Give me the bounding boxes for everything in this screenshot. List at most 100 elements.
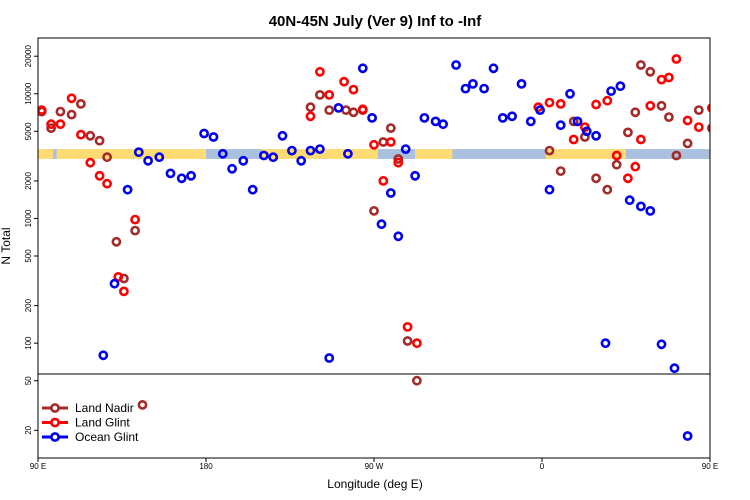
legend-label: Land Nadir bbox=[75, 401, 134, 415]
ocean-glint-point bbox=[385, 188, 396, 198]
land-nadir-point bbox=[645, 66, 656, 77]
land-nadir-point bbox=[348, 107, 359, 118]
ocean-glint-point bbox=[333, 103, 344, 113]
land-glint-point bbox=[671, 54, 682, 64]
y-tick-label: 200 bbox=[24, 298, 33, 312]
ocean-glint-point bbox=[430, 116, 441, 127]
x-tick-label: 180 bbox=[199, 462, 213, 471]
ocean-glint-point bbox=[572, 116, 583, 127]
ocean-glint-point bbox=[247, 184, 258, 195]
land-nadir-point bbox=[555, 166, 566, 176]
ocean-glint-point bbox=[624, 195, 635, 206]
land-nadir-point bbox=[707, 123, 710, 133]
ocean-glint-point bbox=[165, 168, 176, 179]
ocean-glint-point bbox=[324, 353, 335, 363]
land-glint-point bbox=[378, 175, 389, 186]
ocean-glint-point bbox=[268, 152, 279, 163]
ocean-glint-point bbox=[645, 205, 656, 216]
land-glint-point bbox=[385, 137, 396, 147]
ocean-glint-point bbox=[507, 111, 517, 122]
land-glint-point bbox=[348, 84, 359, 95]
land-band bbox=[38, 149, 53, 159]
land-glint-point bbox=[555, 99, 566, 109]
land-glint-point bbox=[602, 95, 613, 106]
land-nadir-point bbox=[636, 60, 646, 70]
ocean-glint-point bbox=[744, 352, 750, 359]
land-nadir-point bbox=[305, 102, 316, 113]
land-band bbox=[56, 149, 206, 159]
land-glint-point bbox=[393, 157, 404, 168]
land-glint-point bbox=[623, 173, 633, 184]
land-nadir-point bbox=[393, 154, 404, 164]
ocean-glint-point bbox=[357, 63, 368, 74]
land-glint-point bbox=[369, 139, 379, 150]
land-nadir-point bbox=[402, 336, 413, 346]
ocean-glint-point bbox=[656, 339, 667, 350]
land-glint-point bbox=[339, 76, 349, 87]
x-axis: 90 E 180 90 W 0 90 E bbox=[30, 458, 718, 471]
land-nadir-point bbox=[102, 152, 112, 163]
ocean-glint-point bbox=[488, 63, 499, 74]
land-glint-point bbox=[645, 100, 656, 111]
ocean-glint-point bbox=[555, 120, 566, 131]
ocean-glint-point bbox=[460, 83, 471, 94]
land-nadir-point bbox=[736, 132, 743, 139]
x-tick-label: 90 W bbox=[365, 462, 384, 471]
ocean-glint-point bbox=[497, 113, 508, 123]
y-axis-label: N Total bbox=[0, 227, 13, 264]
land-nadir-point bbox=[55, 106, 66, 117]
land-glint-point bbox=[707, 103, 710, 113]
land-nadir-point bbox=[385, 123, 396, 134]
ocean-glint-point bbox=[535, 105, 545, 115]
land-glint-point bbox=[102, 178, 112, 189]
ocean-glint-point bbox=[636, 201, 646, 212]
y-axis: 20 50 100 200 500 1000 2000 5000 10000 20000 bbox=[24, 45, 38, 435]
ocean-glint-point bbox=[615, 81, 626, 92]
ocean-glint-point bbox=[277, 130, 288, 141]
land-glint-point bbox=[357, 104, 368, 115]
ocean-glint-point bbox=[208, 132, 219, 142]
land-nadir-point bbox=[602, 184, 613, 195]
legend-marker bbox=[50, 432, 60, 442]
x-tick-label: 0 bbox=[540, 462, 545, 471]
land-glint-point bbox=[544, 97, 555, 108]
ocean-glint-point bbox=[525, 116, 536, 127]
chart-title: 40N-45N July (Ver 9) Inf to -Inf bbox=[269, 13, 483, 30]
plot-frame bbox=[37, 37, 711, 459]
land-glint-point bbox=[324, 90, 335, 100]
ocean-glint-point bbox=[600, 338, 611, 349]
land-glint-point bbox=[130, 214, 140, 225]
ocean-glint-point bbox=[258, 150, 269, 161]
land-glint-point bbox=[85, 157, 96, 168]
land-nadir-point bbox=[623, 127, 633, 138]
land-nadir-point bbox=[611, 159, 622, 170]
land-band bbox=[545, 149, 626, 159]
land-glint-point bbox=[736, 123, 743, 130]
y-tick-label: 2000 bbox=[24, 171, 33, 189]
land-nadir-point bbox=[66, 109, 77, 120]
legend-label: Ocean Glint bbox=[75, 430, 139, 444]
land-nadir-point bbox=[85, 130, 96, 141]
ocean-glint-point bbox=[479, 83, 489, 94]
ocean-glint-point bbox=[400, 144, 411, 154]
land-nadir-point bbox=[568, 116, 579, 127]
ocean-glint-point bbox=[305, 145, 316, 156]
ocean-glint-point bbox=[238, 155, 249, 166]
ocean-glint-point bbox=[98, 350, 109, 361]
land-glint-point bbox=[305, 111, 316, 122]
land-nadir-point bbox=[544, 145, 555, 156]
ocean-glint-point bbox=[154, 152, 165, 163]
land-glint-point bbox=[591, 99, 601, 110]
land-glint-point bbox=[76, 129, 86, 140]
y-tick-label: 10000 bbox=[24, 82, 33, 105]
land-nadir-point bbox=[137, 399, 148, 410]
land-nadir-point bbox=[378, 137, 389, 147]
land-nadir-point bbox=[111, 236, 122, 247]
land-nadir-point bbox=[341, 105, 351, 115]
y-tick-label: 1000 bbox=[24, 209, 33, 227]
legend-marker bbox=[50, 417, 60, 428]
land-nadir-point bbox=[369, 205, 379, 216]
land-glint-point bbox=[55, 119, 66, 130]
y-tick-label: 500 bbox=[24, 249, 33, 263]
ocean-glint-point bbox=[199, 128, 209, 139]
